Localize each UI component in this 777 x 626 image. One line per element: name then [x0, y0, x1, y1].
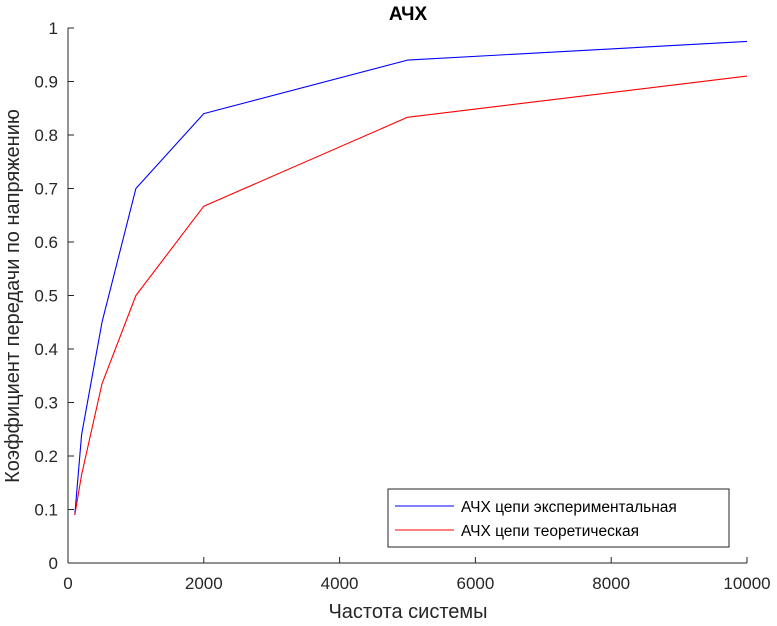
x-tick-label: 0	[63, 574, 72, 593]
y-tick-label: 0.2	[34, 447, 58, 466]
x-axis-label: Частота системы	[328, 601, 487, 623]
y-tick-label: 1	[49, 19, 58, 38]
y-tick-label: 0.9	[34, 73, 58, 92]
y-tick-label: 0.5	[34, 287, 58, 306]
y-tick-label: 0.4	[34, 340, 58, 359]
legend: АЧХ цепи экспериментальная АЧХ цепи теоре…	[387, 488, 730, 548]
x-tick-label: 6000	[456, 574, 494, 593]
x-tick-label: 10000	[723, 574, 770, 593]
x-tick-label: 8000	[592, 574, 630, 593]
legend-label-0: АЧХ цепи экспериментальная	[461, 499, 677, 516]
chart-title: АЧХ	[389, 4, 428, 25]
y-tick-label: 0.7	[34, 180, 58, 199]
y-tick-label: 0.8	[34, 126, 58, 145]
plot-area: 0 2000 4000 6000 8000 10000 00.10.20.30.40.50…	[34, 19, 770, 593]
legend-box	[387, 488, 730, 548]
series-line-1	[74, 75, 748, 515]
series-layer	[74, 40, 748, 515]
y-tick-label: 0.3	[34, 394, 58, 413]
x-axis-ticks: 0 2000 4000 6000 8000 10000	[63, 557, 771, 593]
y-tick-label: 0.6	[34, 233, 58, 252]
legend-label-1: АЧХ цепи теоретическая	[461, 523, 639, 540]
y-tick-label: 0.1	[34, 501, 58, 520]
legend-entries: АЧХ цепи экспериментальная АЧХ цепи теоре…	[395, 499, 677, 540]
y-axis-ticks: 0 0.1 0.2 0.3 0.4 0.5 0.6 0.7 0.8 0.9 1	[34, 19, 74, 573]
series-line-0	[74, 40, 748, 515]
x-tick-label: 2000	[185, 574, 223, 593]
y-tick-label: 0	[49, 554, 58, 573]
y-axis-label: Коэффициент передачи по напряжению	[2, 109, 24, 483]
x-tick-label: 4000	[321, 574, 359, 593]
